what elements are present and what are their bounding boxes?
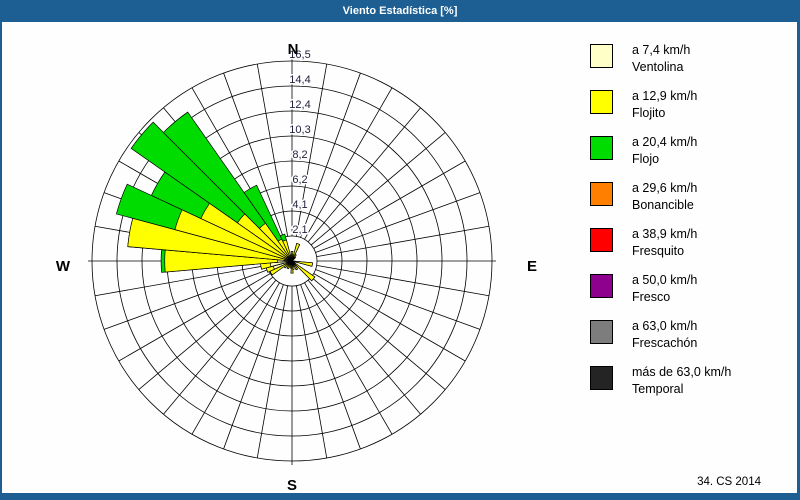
wind-rose-petals	[115, 111, 316, 282]
compass-label-west: W	[56, 258, 71, 275]
legend-swatch-bonancible	[590, 182, 613, 206]
radial-axis-tick-label: 4,1	[292, 199, 307, 211]
legend-name: Fresquito	[632, 244, 685, 258]
wind-rose-chart: 2,1 4,1 6,2 8,2 10,3 12,4 14,4 16,5 N E S W	[56, 41, 537, 493]
compass-label-south: S	[287, 477, 297, 493]
window-border-bottom	[0, 493, 800, 500]
radial-axis-tick-label: 8,2	[292, 149, 307, 161]
window-border-right	[797, 22, 800, 493]
grid-spoke	[223, 284, 284, 450]
wind-petal-segment	[282, 239, 293, 262]
legend-swatch-ventolina	[590, 44, 613, 68]
grid-spoke	[307, 279, 421, 415]
grid-spoke	[256, 63, 289, 237]
wind-petal-segment	[290, 260, 294, 274]
grid-spoke	[304, 87, 393, 240]
radial-axis-labels: 2,1 4,1 6,2 8,2 10,3 12,4 14,4 16,5	[288, 48, 312, 238]
grid-spoke	[313, 273, 466, 362]
grid-spoke	[295, 285, 328, 459]
grid-spoke	[313, 160, 466, 249]
legend-swatch-flojo	[590, 136, 613, 160]
grid-spoke	[163, 279, 277, 415]
title-bar: Viento Estadística [%]	[0, 0, 800, 22]
radial-axis-tick-label: 16,5	[289, 49, 310, 61]
legend-name: Flojito	[632, 106, 666, 120]
grid-spoke	[118, 273, 271, 362]
legend-speed: a 50,0 km/h	[632, 273, 698, 287]
legend-swatch-fresco	[590, 274, 613, 298]
legend-item-frescachon: a 63,0 km/h Frescachón	[590, 318, 790, 352]
grid-spoke	[94, 264, 268, 297]
chart-area: 2,1 4,1 6,2 8,2 10,3 12,4 14,4 16,5 N E S W a 7…	[2, 22, 797, 493]
radial-axis-tick-label: 10,3	[289, 124, 310, 136]
wind-petal-segment	[162, 111, 293, 262]
legend-speed: a 29,6 km/h	[632, 181, 698, 195]
legend-name: Temporal	[632, 382, 684, 396]
grid-spoke	[315, 269, 481, 330]
legend-speed: a 7,4 km/h	[632, 43, 691, 57]
grid-spoke	[315, 192, 481, 253]
grid-spoke	[316, 264, 490, 297]
legend-speed: a 12,9 km/h	[632, 89, 698, 103]
wind-petal-segment	[291, 260, 313, 267]
legend-speed: a 20,4 km/h	[632, 135, 698, 149]
legend-name: Ventolina	[632, 60, 684, 74]
grid-spoke	[310, 276, 446, 390]
compass-labels: N E S W	[56, 41, 537, 493]
grid-spoke	[300, 72, 361, 238]
grid-spoke	[304, 282, 393, 435]
window-border-left	[0, 22, 2, 493]
grid-spoke	[191, 282, 280, 435]
legend-speed: más de 63,0 km/h	[632, 365, 732, 379]
legend-item-flojo: a 20,4 km/h Flojo	[590, 134, 790, 168]
legend-name: Fresco	[632, 290, 671, 304]
legend-item-temporal: más de 63,0 km/h Temporal	[590, 364, 790, 398]
legend-item-ventolina: a 7,4 km/h Ventolina	[590, 42, 790, 76]
radial-axis-tick-label: 6,2	[292, 174, 307, 186]
speed-class-legend: a 7,4 km/h Ventolina a 12,9 km/h Flojito…	[590, 42, 790, 410]
legend-name: Frescachón	[632, 336, 698, 350]
legend-name: Flojo	[632, 152, 660, 166]
window-title: Viento Estadística [%]	[342, 5, 458, 17]
grid-spoke	[307, 107, 421, 243]
legend-name: Bonancible	[632, 198, 694, 212]
radial-axis-tick-label: 12,4	[289, 99, 310, 111]
legend-swatch-flojito	[590, 90, 613, 114]
wind-petal-segment	[290, 250, 294, 262]
legend-speed: a 38,9 km/h	[632, 227, 698, 241]
grid-spoke	[310, 132, 446, 246]
footer-note: 34. CS 2014	[697, 476, 761, 488]
grid-spoke	[295, 63, 328, 237]
wind-petal-segment	[291, 260, 316, 282]
grid-spoke	[316, 225, 490, 258]
wind-petal-segment	[290, 258, 293, 262]
grid-spoke	[138, 276, 274, 390]
legend-item-bonancible: a 29,6 km/h Bonancible	[590, 180, 790, 214]
grid-spoke	[300, 284, 361, 450]
compass-label-east: E	[527, 258, 537, 275]
legend-item-flojito: a 12,9 km/h Flojito	[590, 88, 790, 122]
legend-speed: a 63,0 km/h	[632, 319, 698, 333]
legend-swatch-fresquito	[590, 228, 613, 252]
radial-axis-tick-label: 2,1	[292, 224, 307, 236]
legend-item-fresco: a 50,0 km/h Fresco	[590, 272, 790, 306]
compass-label-north: N	[288, 41, 299, 58]
legend-swatch-frescachon	[590, 320, 613, 344]
legend-swatch-temporal	[590, 366, 613, 390]
grid-spoke	[223, 72, 284, 238]
grid-spoke	[256, 285, 289, 459]
legend-item-fresquito: a 38,9 km/h Fresquito	[590, 226, 790, 260]
grid-spoke	[103, 269, 269, 330]
radial-axis-tick-label: 14,4	[289, 74, 310, 86]
